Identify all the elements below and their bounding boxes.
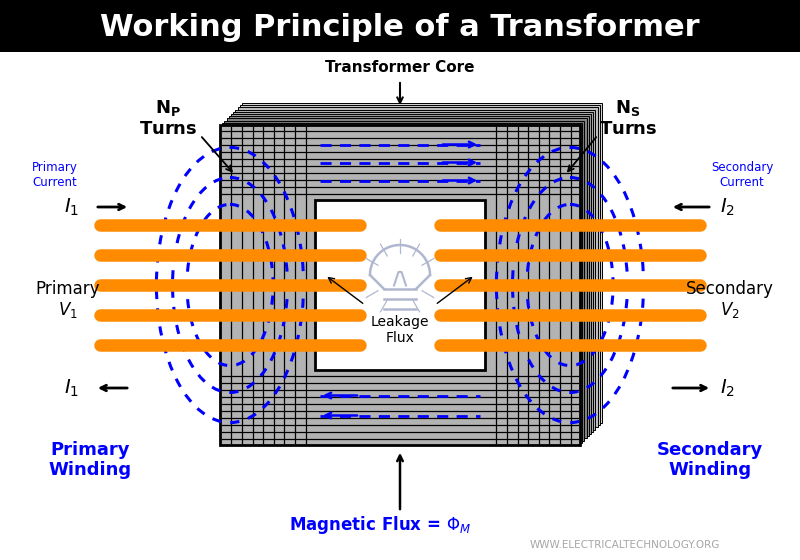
Text: Secondary
Winding: Secondary Winding	[657, 441, 763, 479]
Bar	[319, 195, 490, 366]
Bar	[324, 191, 494, 361]
Text: Working Principle of a Transformer: Working Principle of a Transformer	[100, 12, 700, 41]
Bar	[238, 108, 598, 427]
Bar	[322, 193, 491, 363]
Bar	[242, 103, 602, 423]
Bar	[235, 110, 595, 430]
Text: Primary
$V_1$: Primary $V_1$	[36, 279, 100, 320]
FancyBboxPatch shape	[0, 0, 800, 52]
Bar	[240, 105, 600, 425]
Text: Leakage
Flux: Leakage Flux	[370, 315, 430, 345]
Bar	[330, 185, 501, 354]
Text: $I_2$: $I_2$	[721, 197, 735, 218]
Text: WWW.ELECTRICALTECHNOLOGY.ORG: WWW.ELECTRICALTECHNOLOGY.ORG	[530, 540, 720, 550]
Text: $\mathbf{N_P}$
$\mathbf{Turns}$: $\mathbf{N_P}$ $\mathbf{Turns}$	[138, 97, 198, 138]
Bar	[328, 187, 498, 357]
Text: Secondary
Current: Secondary Current	[711, 161, 773, 189]
Bar	[315, 200, 485, 370]
Bar	[234, 112, 594, 432]
Bar	[222, 123, 582, 443]
Text: $I_1$: $I_1$	[65, 377, 79, 399]
Text: $I_2$: $I_2$	[721, 377, 735, 399]
Text: Primary
Current: Primary Current	[32, 161, 78, 189]
Bar	[220, 125, 580, 445]
Bar	[226, 118, 586, 438]
Text: $I_1$: $I_1$	[65, 197, 79, 218]
Bar	[326, 189, 496, 359]
Bar	[224, 120, 584, 441]
Text: Primary
Winding: Primary Winding	[49, 441, 131, 479]
Text: Secondary
$V_2$: Secondary $V_2$	[686, 279, 774, 320]
Bar	[231, 114, 591, 434]
Bar	[333, 183, 502, 352]
Bar	[229, 116, 589, 436]
Bar	[317, 198, 487, 368]
Text: Magnetic Flux = $\Phi_M$: Magnetic Flux = $\Phi_M$	[289, 514, 471, 536]
Bar	[335, 180, 505, 350]
Text: $\mathbf{N_S}$
$\mathbf{Turns}$: $\mathbf{N_S}$ $\mathbf{Turns}$	[598, 97, 658, 138]
Text: Transformer Core: Transformer Core	[326, 60, 474, 76]
Bar	[337, 178, 507, 348]
